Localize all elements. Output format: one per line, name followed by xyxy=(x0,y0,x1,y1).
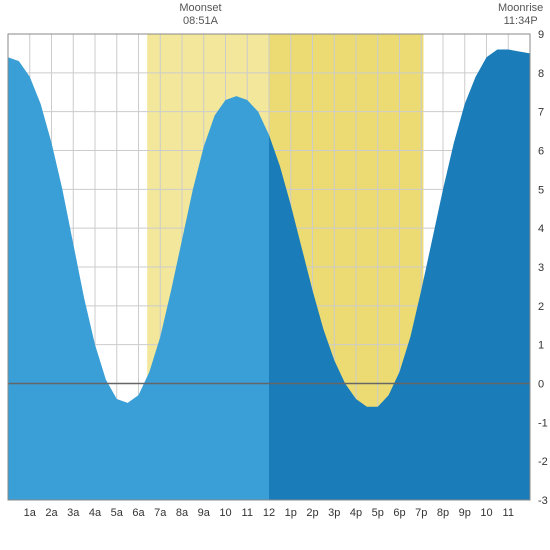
y-tick-label: 8 xyxy=(538,68,544,80)
x-tick-label: 3a xyxy=(67,507,80,519)
chart-svg: 1a2a3a4a5a6a7a8a9a1011121p2p3p4p5p6p7p8p… xyxy=(0,0,550,550)
moonrise-title: Moonrise xyxy=(491,2,550,15)
x-tick-label: 12 xyxy=(263,507,275,519)
y-tick-label: -2 xyxy=(538,456,548,468)
y-tick-label: 0 xyxy=(538,379,544,391)
y-tick-label: 3 xyxy=(538,262,544,274)
moonset-label: Moonset 08:51A xyxy=(170,2,230,28)
y-tick-label: 1 xyxy=(538,340,544,352)
y-tick-label: -3 xyxy=(538,495,548,507)
x-tick-label: 2p xyxy=(306,507,318,519)
y-tick-label: 5 xyxy=(538,184,544,196)
x-tick-label: 1a xyxy=(24,507,37,519)
x-tick-label: 8p xyxy=(437,507,449,519)
x-tick-label: 5a xyxy=(111,507,124,519)
moonrise-label: Moonrise 11:34P xyxy=(491,2,550,28)
y-tick-label: 6 xyxy=(538,146,544,158)
x-tick-label: 4p xyxy=(350,507,362,519)
y-tick-label: 4 xyxy=(538,223,544,235)
x-tick-label: 11 xyxy=(503,507,514,519)
x-tick-label: 1p xyxy=(285,507,297,519)
y-tick-label: 7 xyxy=(538,107,544,119)
x-tick-label: 7p xyxy=(415,507,427,519)
x-tick-label: 9p xyxy=(459,507,471,519)
x-tick-label: 3p xyxy=(328,507,340,519)
x-tick-label: 6p xyxy=(393,507,405,519)
y-tick-label: 9 xyxy=(538,29,544,41)
moonset-title: Moonset xyxy=(170,2,230,15)
x-tick-label: 4a xyxy=(89,507,102,519)
x-tick-label: 9a xyxy=(198,507,211,519)
x-tick-label: 10 xyxy=(219,507,231,519)
x-tick-label: 2a xyxy=(45,507,58,519)
x-tick-label: 10 xyxy=(480,507,492,519)
y-tick-label: -1 xyxy=(538,417,548,429)
x-tick-label: 5p xyxy=(372,507,384,519)
y-tick-label: 2 xyxy=(538,301,544,313)
moonrise-time: 11:34P xyxy=(491,15,550,28)
x-tick-label: 6a xyxy=(132,507,145,519)
x-tick-label: 11 xyxy=(242,507,253,519)
x-tick-label: 7a xyxy=(154,507,167,519)
tide-chart: Moonset 08:51A Moonrise 11:34P 1a 2a 3a 4a 5… xyxy=(0,0,550,550)
x-tick-label: 8a xyxy=(176,507,189,519)
moonset-time: 08:51A xyxy=(170,15,230,28)
